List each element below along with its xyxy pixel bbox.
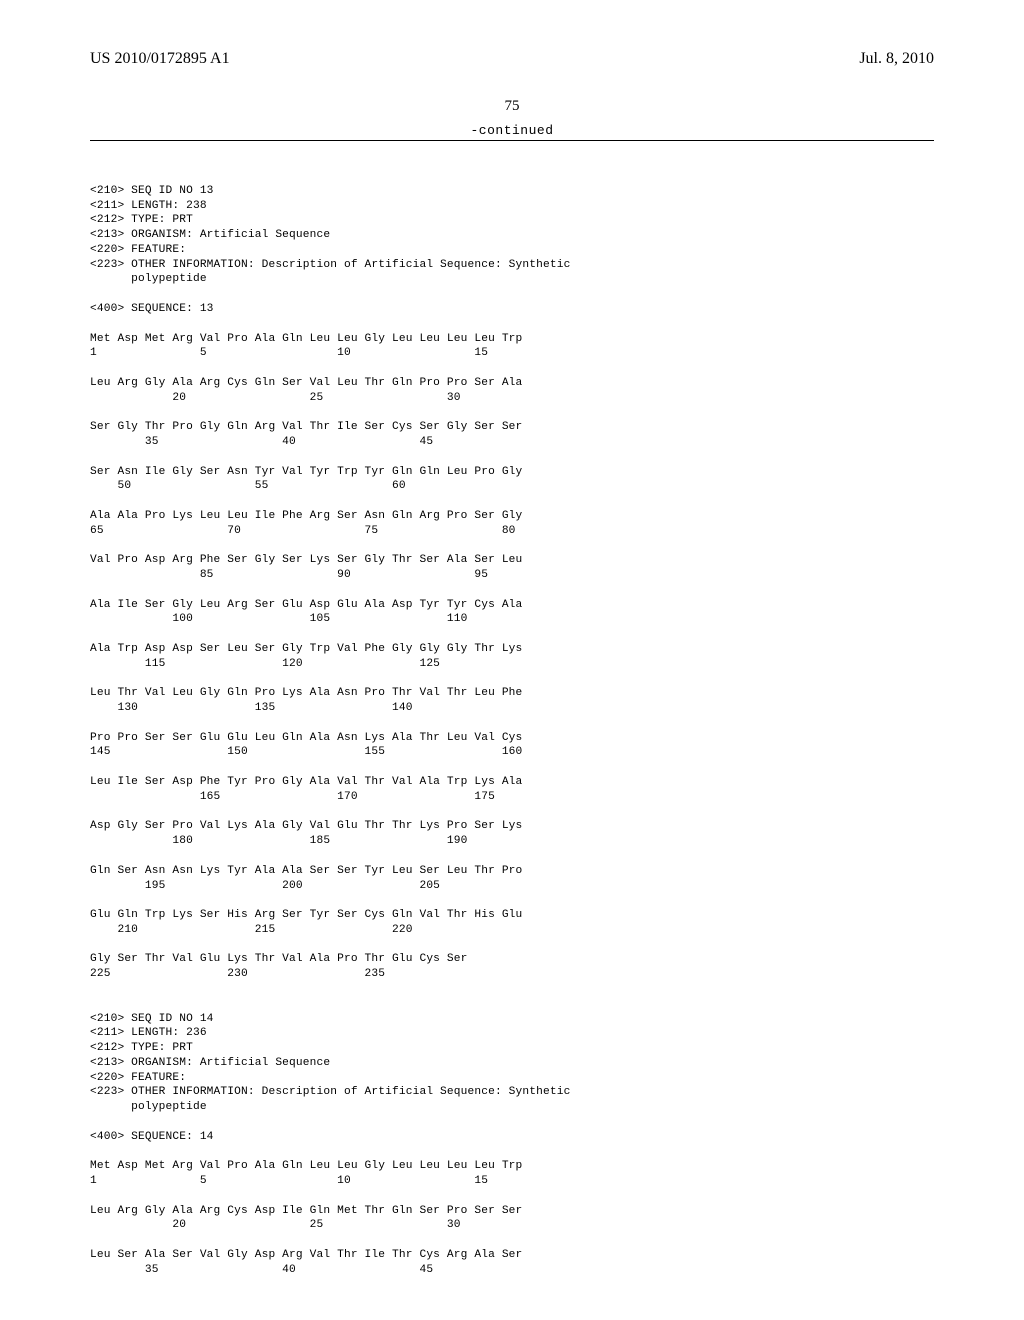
seq13-meta: <211> LENGTH: 238 xyxy=(90,200,207,212)
seq-row: Pro Pro Ser Ser Glu Glu Leu Gln Ala Asn … xyxy=(90,732,522,744)
seq-num: 35 40 45 xyxy=(90,1264,433,1276)
seq-row: Ala Trp Asp Asp Ser Leu Ser Gly Trp Val … xyxy=(90,643,522,655)
continued-label: -continued xyxy=(90,123,934,138)
seq-num: 130 135 140 xyxy=(90,702,413,714)
seq-row: Ser Gly Thr Pro Gly Gln Arg Val Thr Ile … xyxy=(90,421,522,433)
seq14-meta: <213> ORGANISM: Artificial Sequence xyxy=(90,1057,330,1069)
seq13-meta: <210> SEQ ID NO 13 xyxy=(90,185,214,197)
seq-row: Leu Ile Ser Asp Phe Tyr Pro Gly Ala Val … xyxy=(90,776,522,788)
seq-num: 145 150 155 160 xyxy=(90,746,522,758)
seq13-meta: <400> SEQUENCE: 13 xyxy=(90,303,214,315)
pub-date: Jul. 8, 2010 xyxy=(859,50,934,68)
seq-num: 210 215 220 xyxy=(90,924,413,936)
seq-row: Met Asp Met Arg Val Pro Ala Gln Leu Leu … xyxy=(90,1160,522,1172)
seq-row: Asp Gly Ser Pro Val Lys Ala Gly Val Glu … xyxy=(90,820,522,832)
seq-row: Val Pro Asp Arg Phe Ser Gly Ser Lys Ser … xyxy=(90,554,522,566)
seq14-meta: <210> SEQ ID NO 14 xyxy=(90,1013,214,1025)
rule-top xyxy=(90,140,934,141)
seq-num: 20 25 30 xyxy=(90,392,461,404)
sequence-13-block: <210> SEQ ID NO 13 <211> LENGTH: 238 <21… xyxy=(90,169,934,1278)
header: US 2010/0172895 A1 Jul. 8, 2010 xyxy=(90,50,934,68)
pub-number: US 2010/0172895 A1 xyxy=(90,50,230,68)
seq-num: 50 55 60 xyxy=(90,480,406,492)
seq-num: 1 5 10 15 xyxy=(90,1175,488,1187)
seq-row: Ala Ala Pro Lys Leu Leu Ile Phe Arg Ser … xyxy=(90,510,522,522)
seq-row: Gln Ser Asn Asn Lys Tyr Ala Ala Ser Ser … xyxy=(90,865,522,877)
seq13-meta: <212> TYPE: PRT xyxy=(90,214,193,226)
seq-num: 165 170 175 xyxy=(90,791,495,803)
seq13-meta: <213> ORGANISM: Artificial Sequence xyxy=(90,229,330,241)
seq14-meta: <223> OTHER INFORMATION: Description of … xyxy=(90,1086,570,1098)
page-container: US 2010/0172895 A1 Jul. 8, 2010 75 -cont… xyxy=(0,0,1024,1320)
seq-num: 195 200 205 xyxy=(90,880,440,892)
seq13-meta: <220> FEATURE: xyxy=(90,244,186,256)
seq-num: 115 120 125 xyxy=(90,658,440,670)
seq14-meta: <400> SEQUENCE: 14 xyxy=(90,1131,214,1143)
seq-row: Leu Arg Gly Ala Arg Cys Asp Ile Gln Met … xyxy=(90,1205,522,1217)
seq13-meta: <223> OTHER INFORMATION: Description of … xyxy=(90,259,570,271)
seq-row: Ala Ile Ser Gly Leu Arg Ser Glu Asp Glu … xyxy=(90,599,522,611)
seq-num: 20 25 30 xyxy=(90,1219,461,1231)
seq14-meta: <212> TYPE: PRT xyxy=(90,1042,193,1054)
seq-num: 35 40 45 xyxy=(90,436,433,448)
seq-row: Ser Asn Ile Gly Ser Asn Tyr Val Tyr Trp … xyxy=(90,466,522,478)
seq13-meta: polypeptide xyxy=(90,273,207,285)
seq-num: 1 5 10 15 xyxy=(90,347,488,359)
seq-row: Glu Gln Trp Lys Ser His Arg Ser Tyr Ser … xyxy=(90,909,522,921)
seq-num: 65 70 75 80 xyxy=(90,525,516,537)
seq-num: 85 90 95 xyxy=(90,569,488,581)
seq14-meta: polypeptide xyxy=(90,1101,207,1113)
seq-num: 225 230 235 xyxy=(90,968,385,980)
seq14-meta: <220> FEATURE: xyxy=(90,1072,186,1084)
page-number: 75 xyxy=(90,98,934,115)
seq-num: 100 105 110 xyxy=(90,613,468,625)
seq-row: Gly Ser Thr Val Glu Lys Thr Val Ala Pro … xyxy=(90,953,468,965)
seq14-meta: <211> LENGTH: 236 xyxy=(90,1027,207,1039)
seq-num: 180 185 190 xyxy=(90,835,468,847)
seq-row: Leu Thr Val Leu Gly Gln Pro Lys Ala Asn … xyxy=(90,687,522,699)
seq-row: Leu Arg Gly Ala Arg Cys Gln Ser Val Leu … xyxy=(90,377,522,389)
seq-row: Leu Ser Ala Ser Val Gly Asp Arg Val Thr … xyxy=(90,1249,522,1261)
seq-row: Met Asp Met Arg Val Pro Ala Gln Leu Leu … xyxy=(90,333,522,345)
